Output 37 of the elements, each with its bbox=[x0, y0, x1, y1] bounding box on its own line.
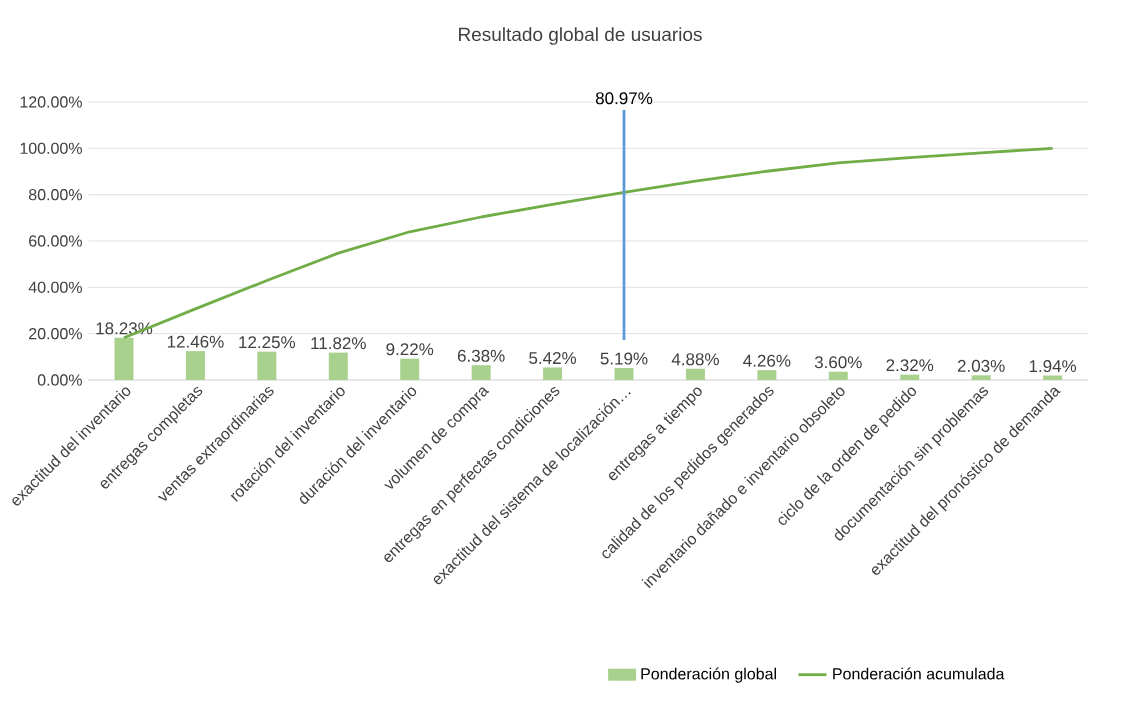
bar bbox=[757, 370, 777, 380]
data-label: 5.42% bbox=[529, 352, 577, 365]
chart-title: Resultado global de usuarios bbox=[459, 27, 702, 45]
bar bbox=[543, 367, 563, 380]
data-label: 11.82% bbox=[311, 337, 366, 350]
data-label: 2.32% bbox=[886, 359, 934, 372]
bar bbox=[185, 351, 205, 380]
y-tick-label: 40.00% bbox=[28, 281, 82, 293]
data-label: 6.38% bbox=[457, 349, 505, 362]
bar bbox=[971, 375, 991, 380]
ref-line-label: 80.97% bbox=[595, 92, 653, 105]
y-tick-label: 60.00% bbox=[29, 235, 82, 247]
data-label: 12.46% bbox=[167, 335, 224, 348]
y-tick-label: 120.00% bbox=[20, 96, 82, 108]
data-label: 4.88% bbox=[671, 353, 719, 366]
y-tick-label: 0.00% bbox=[37, 374, 82, 386]
data-label: 3.60% bbox=[814, 356, 862, 369]
data-label: 9.22% bbox=[386, 343, 434, 356]
bar bbox=[114, 337, 134, 380]
y-tick-label: 100.00% bbox=[20, 142, 82, 154]
data-label: 5.19% bbox=[600, 352, 648, 365]
bar bbox=[614, 367, 634, 380]
data-label: 4.26% bbox=[743, 354, 791, 367]
data-label: 1.94% bbox=[1029, 360, 1077, 373]
legend-label: Ponderación acumulada bbox=[833, 667, 1005, 680]
y-tick-label: 80.00% bbox=[28, 189, 82, 201]
bar bbox=[328, 352, 348, 380]
data-label: 12.25% bbox=[239, 336, 296, 349]
data-label: 2.03% bbox=[957, 359, 1005, 372]
bar bbox=[471, 365, 491, 380]
legend-label: Ponderación global bbox=[641, 667, 776, 683]
bar bbox=[400, 358, 420, 380]
bar bbox=[828, 371, 848, 380]
y-tick-label: 20.00% bbox=[29, 328, 82, 340]
bar bbox=[900, 374, 920, 380]
bar bbox=[257, 351, 277, 380]
bar bbox=[685, 368, 705, 380]
